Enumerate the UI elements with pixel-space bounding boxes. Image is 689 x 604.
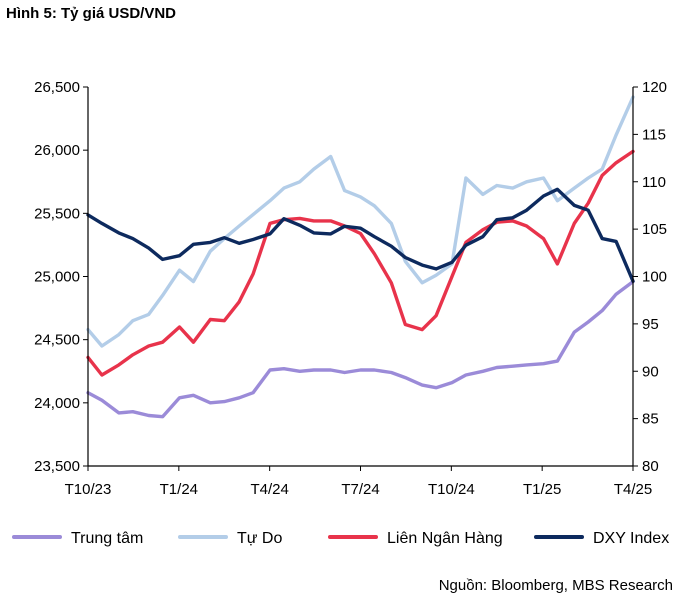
x-tick-label: T1/24 xyxy=(160,481,198,498)
source-note: Nguồn: Bloomberg, MBS Research xyxy=(438,577,673,594)
legend-label-2: Liên Ngân Hàng xyxy=(387,530,503,547)
y-right-tick-label: 80 xyxy=(642,458,659,475)
legend-label-3: DXY Index xyxy=(593,530,669,547)
y-left-tick-label: 23,500 xyxy=(34,458,80,475)
y-right-tick-label: 105 xyxy=(642,221,667,238)
y-left-tick-label: 25,000 xyxy=(34,269,80,286)
legend-label-1: Tự Do xyxy=(237,530,282,547)
x-tick-label: T4/24 xyxy=(250,481,288,498)
series-line-2 xyxy=(86,149,635,377)
x-tick-label: T10/23 xyxy=(65,481,112,498)
y-right-tick-label: 110 xyxy=(642,174,666,191)
y-right-tick-label: 90 xyxy=(642,363,659,380)
y-right-tick-label: 95 xyxy=(642,316,659,333)
x-tick-label: T7/24 xyxy=(341,481,379,498)
x-tick-label: T10/24 xyxy=(428,481,475,498)
series-line-0 xyxy=(86,279,635,419)
y-right-tick-label: 100 xyxy=(642,269,667,286)
legend: Trung tâm Tự Do Liên Ngân Hàng DXY Index xyxy=(12,530,669,547)
y-right-tick-label: 85 xyxy=(642,411,659,428)
series-layer xyxy=(86,95,635,419)
x-tick-label: T1/25 xyxy=(523,481,561,498)
y-right-tick-label: 120 xyxy=(642,79,667,96)
series-line-3 xyxy=(86,187,635,283)
y-left-tick-label: 24,000 xyxy=(34,395,80,412)
y-left-tick-label: 25,500 xyxy=(34,205,80,222)
x-tick-label: T4/25 xyxy=(614,481,652,498)
y-left-tick-label: 26,000 xyxy=(34,142,80,159)
y-left-tick-label: 24,500 xyxy=(34,332,80,349)
y-right-tick-label: 115 xyxy=(642,126,666,143)
y-left-tick-label: 26,500 xyxy=(34,79,80,96)
series-line-1 xyxy=(86,95,635,348)
legend-label-0: Trung tâm xyxy=(71,530,143,547)
figure-title: Hình 5: Tỷ giá USD/VND xyxy=(6,5,177,22)
axes-layer: 23,500 24,000 24,500 25,000 25,500 26,000 26,5… xyxy=(34,79,667,498)
